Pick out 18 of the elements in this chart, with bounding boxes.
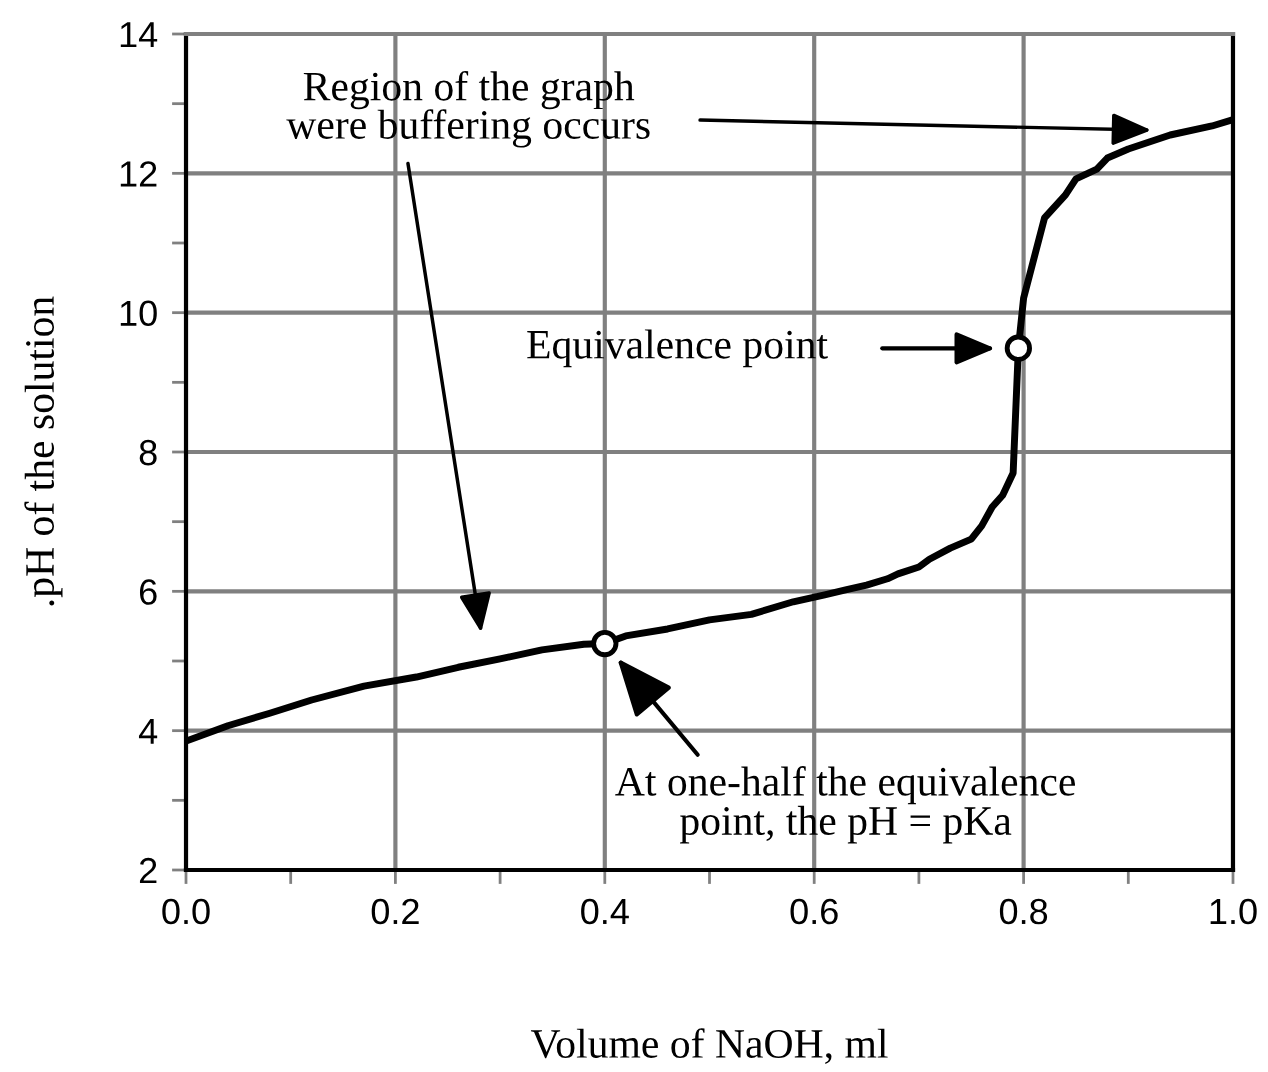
annotation: Equivalence point [527, 329, 828, 368]
y-tick-label: 6 [139, 579, 157, 605]
y-tick-label: 10 [120, 300, 157, 327]
y-tick-label: 2 [139, 857, 157, 884]
y-tick-label: 12 [120, 161, 157, 187]
x-tick-label: 0.2 [371, 898, 419, 925]
x-tick-label: 0.4 [581, 898, 629, 925]
x-tick-label: 0.0 [162, 898, 210, 925]
annotation: At one-half the equivalence point, the pH = pKa [615, 766, 1075, 844]
y-axis-title: .pH of the solution [24, 296, 63, 606]
x-tick-label: 0.8 [999, 898, 1048, 925]
y-tick-label: 4 [138, 718, 158, 744]
y-tick-label: 14 [120, 22, 158, 48]
y-tick-label: 8 [139, 439, 157, 466]
x-axis-title: Volume of NaOH, ml [530, 1028, 888, 1064]
x-tick-label: 0.6 [790, 898, 838, 925]
x-tick-label: 1.0 [1210, 898, 1257, 925]
annotation: Region of the graph were buffering occurs [286, 70, 650, 148]
